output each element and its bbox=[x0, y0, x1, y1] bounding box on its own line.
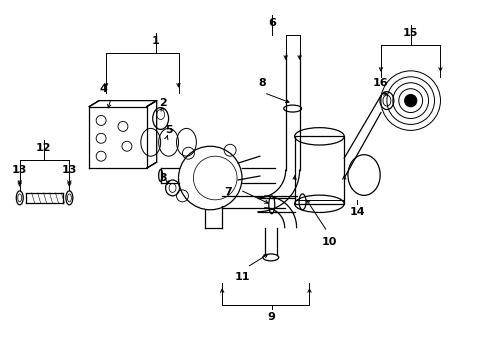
Text: 4: 4 bbox=[99, 84, 107, 94]
Text: 12: 12 bbox=[36, 143, 51, 153]
Bar bbox=[294, 136, 344, 204]
Circle shape bbox=[404, 95, 416, 107]
Text: 8: 8 bbox=[258, 78, 265, 88]
Text: 6: 6 bbox=[267, 18, 275, 28]
Text: 9: 9 bbox=[267, 312, 275, 322]
Text: 11: 11 bbox=[234, 272, 249, 282]
Text: 13: 13 bbox=[12, 165, 27, 175]
Text: 5: 5 bbox=[164, 125, 172, 135]
Text: 10: 10 bbox=[321, 237, 336, 247]
Text: 14: 14 bbox=[348, 207, 364, 217]
Text: 7: 7 bbox=[224, 187, 231, 197]
Text: 3: 3 bbox=[159, 173, 166, 183]
Text: 13: 13 bbox=[61, 165, 77, 175]
Text: 1: 1 bbox=[151, 36, 159, 46]
Text: 16: 16 bbox=[372, 78, 388, 88]
Text: 2: 2 bbox=[159, 98, 166, 108]
Text: 15: 15 bbox=[402, 28, 418, 38]
